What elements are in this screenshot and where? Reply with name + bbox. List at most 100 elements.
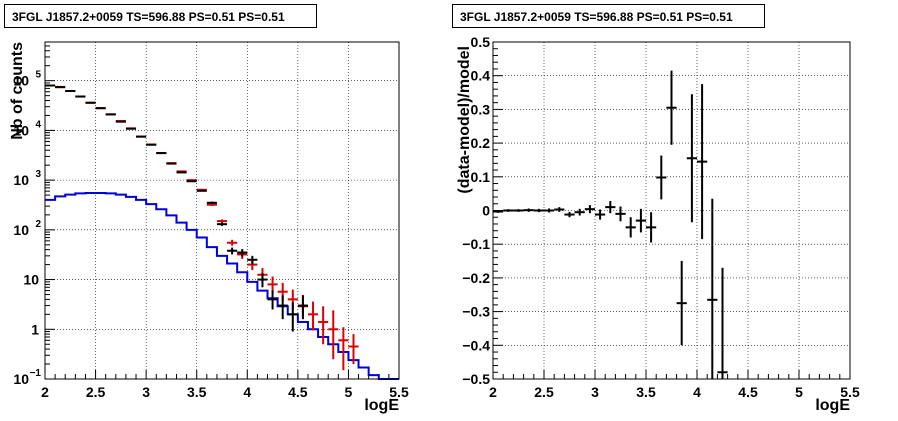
- residual-marker: [717, 267, 728, 379]
- model-histogram-line: [45, 192, 399, 380]
- residual-marker: [707, 198, 718, 379]
- residual-marker: [676, 261, 687, 346]
- left-y-tick-label: 10: [13, 122, 29, 138]
- residual-marker: [544, 208, 555, 213]
- right-x-tick-label: 2: [489, 384, 497, 400]
- left-y-tick-exponent: 4: [35, 119, 41, 130]
- data-counts-marker: [156, 152, 167, 155]
- left-y-tick-exponent: −1: [30, 368, 42, 379]
- left-y-tick-label: 10: [13, 73, 29, 89]
- left-y-axis-label: Nb of counts: [9, 42, 26, 140]
- left-y-tick-label: 10: [23, 272, 39, 288]
- right-y-tick-label: −0.4: [462, 337, 490, 353]
- right-x-tick-label: 4: [693, 384, 701, 400]
- data-counts-marker: [115, 120, 126, 123]
- data-counts-marker: [216, 222, 228, 226]
- model-counts-marker: [318, 306, 329, 345]
- right-x-tick-label: 2.5: [534, 384, 554, 400]
- residual-marker: [523, 208, 534, 212]
- data-counts-marker: [186, 180, 197, 183]
- right-y-tick-label: 0.1: [471, 169, 491, 185]
- left-chart-title: 3FGL J1857.2+0059 TS=596.88 PS=0.51 PS=0…: [4, 4, 317, 28]
- model-counts-marker: [348, 334, 359, 365]
- model-counts-marker: [307, 301, 319, 331]
- left-y-tick-exponent: 5: [35, 70, 41, 81]
- left-x-axis-label: logE: [364, 397, 399, 414]
- residual-marker: [584, 205, 595, 214]
- right-x-tick-label: 5.5: [840, 384, 860, 400]
- residual-marker: [493, 210, 504, 213]
- data-counts-marker: [227, 247, 238, 255]
- right-y-tick-label: −0.1: [462, 236, 490, 252]
- left-x-tick-label: 4: [243, 384, 251, 400]
- residual-marker: [686, 94, 697, 223]
- right-y-tick-label: 0.5: [471, 34, 491, 50]
- residual-marker: [697, 84, 708, 240]
- right-chart-title: 3FGL J1857.2+0059 TS=596.88 PS=0.51 PS=0…: [452, 4, 765, 28]
- residual-marker: [625, 217, 636, 238]
- data-counts-marker: [297, 295, 308, 320]
- right-y-axis-label: (data-model)/model: [456, 46, 473, 194]
- data-counts-marker: [277, 295, 288, 320]
- residual-marker: [595, 209, 606, 220]
- data-counts-marker: [196, 189, 207, 192]
- residual-marker: [574, 208, 585, 216]
- data-counts-marker: [146, 143, 157, 146]
- data-counts-marker: [257, 273, 268, 288]
- left-y-tick-label: 10: [13, 222, 29, 238]
- left-y-tick-label: 10: [13, 371, 29, 387]
- right-y-tick-label: 0.4: [471, 68, 491, 84]
- residual-marker: [666, 70, 677, 145]
- right-x-axis-label: logE: [815, 397, 850, 414]
- left-y-tick-label: 1: [31, 321, 39, 337]
- model-counts-marker: [267, 276, 278, 293]
- residual-marker: [635, 208, 646, 233]
- left-y-tick-exponent: 3: [35, 169, 41, 180]
- right-y-tick-label: 0.2: [471, 135, 491, 151]
- right-chart: 2 2.5 3 3.5 4 4.5 5 5.5 −0.5 −0.4 −0.3 −0.2 −0.1 0 0.1…: [456, 34, 860, 414]
- right-y-tick-label: −0.5: [462, 371, 490, 387]
- model-counts-marker: [338, 327, 349, 371]
- residual-marker: [503, 209, 514, 212]
- model-counts-marker: [206, 203, 217, 206]
- data-counts-marker: [45, 84, 56, 87]
- residual-marker: [646, 212, 657, 243]
- left-y-tick-label: 10: [13, 172, 29, 188]
- right-plot-frame: [492, 41, 851, 380]
- data-counts-marker: [237, 249, 248, 257]
- residual-marker: [513, 209, 524, 212]
- right-y-tick-label: −0.3: [462, 304, 490, 320]
- residual-marker: [533, 208, 544, 213]
- left-x-tick-label: 4.5: [288, 384, 308, 400]
- residual-marker: [656, 155, 667, 200]
- data-counts-marker: [136, 135, 147, 138]
- left-y-tick-exponent: 2: [35, 219, 41, 230]
- right-y-tick-label: −0.2: [462, 270, 490, 286]
- left-x-tick-label: 5: [345, 384, 353, 400]
- data-counts-marker: [206, 201, 217, 205]
- residual-marker: [564, 211, 575, 218]
- data-counts-marker: [267, 290, 278, 310]
- left-x-tick-label: 3: [142, 384, 150, 400]
- right-y-tick-label: 0.3: [471, 101, 491, 117]
- right-x-tick-label: 5: [795, 384, 803, 400]
- data-counts-marker: [176, 171, 187, 174]
- right-x-tick-label: 4.5: [738, 384, 758, 400]
- residual-marker: [554, 207, 565, 212]
- left-x-tick-label: 5.5: [389, 384, 409, 400]
- data-counts-marker: [287, 302, 298, 332]
- left-x-tick-label: 2.5: [86, 384, 106, 400]
- data-counts-marker: [247, 255, 258, 265]
- residual-marker: [615, 206, 626, 222]
- right-x-tick-label: 3: [591, 384, 599, 400]
- data-counts-marker: [166, 162, 177, 165]
- model-counts-marker: [216, 219, 228, 223]
- model-counts-marker: [227, 239, 238, 246]
- right-x-tick-label: 3.5: [636, 384, 656, 400]
- left-x-tick-label: 3.5: [187, 384, 207, 400]
- left-plot-frame: [44, 41, 400, 380]
- model-counts-marker: [328, 310, 339, 360]
